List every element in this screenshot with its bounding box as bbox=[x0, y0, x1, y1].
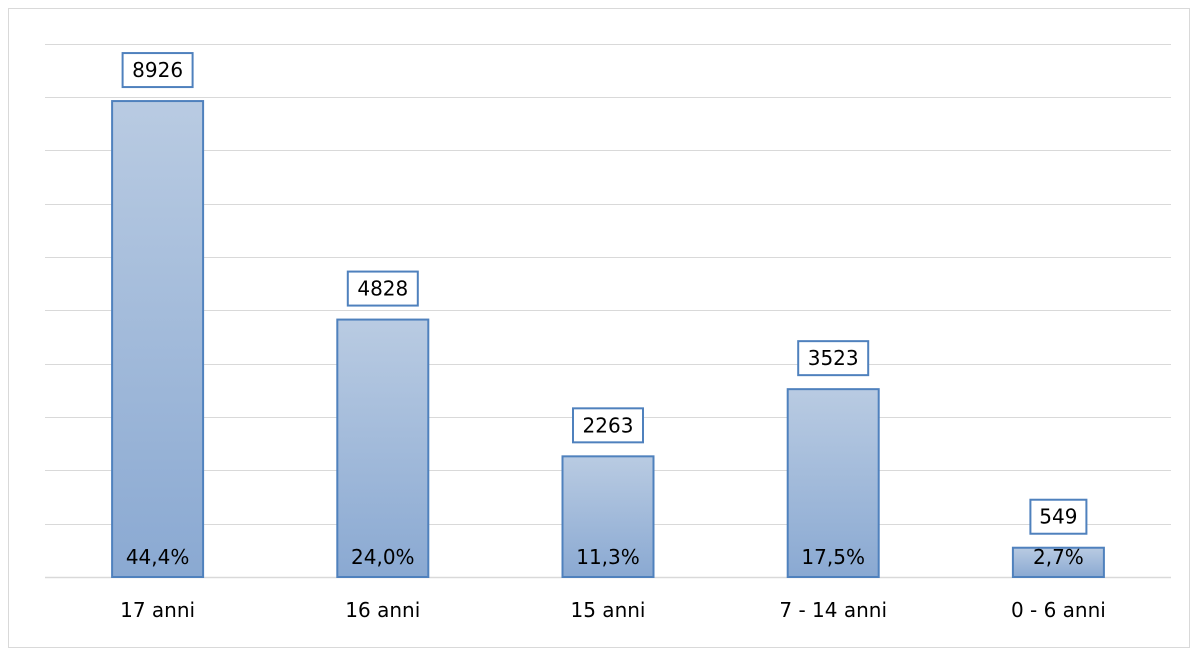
bar bbox=[336, 318, 430, 578]
value-label: 8926 bbox=[132, 58, 183, 82]
value-label: 4828 bbox=[357, 277, 408, 301]
percent-label: 17,5% bbox=[801, 545, 865, 569]
chart-frame: 8926 44,4% 4828 24,0% 2263 11,3% 3523 17,5% 549 2… bbox=[8, 8, 1190, 648]
category-labels: 17 anni 16 anni 15 anni 7 - 14 anni 0 - 6 an… bbox=[120, 598, 1106, 622]
value-label: 549 bbox=[1039, 505, 1077, 529]
value-label-box bbox=[121, 52, 194, 89]
bars bbox=[111, 100, 1105, 579]
bar bbox=[786, 388, 880, 578]
gridlines bbox=[45, 44, 1171, 579]
category-label: 17 anni bbox=[120, 598, 195, 622]
bar bbox=[1011, 546, 1105, 578]
category-label: 0 - 6 anni bbox=[1011, 598, 1106, 622]
percent-label: 11,3% bbox=[576, 545, 640, 569]
category-label: 16 anni bbox=[345, 598, 420, 622]
value-label-box bbox=[572, 407, 644, 444]
category-label: 15 anni bbox=[571, 598, 646, 622]
data-labels: 8926 44,4% 4828 24,0% 2263 11,3% 3523 17,5% 549 2… bbox=[121, 52, 1088, 569]
percent-label: 2,7% bbox=[1033, 545, 1084, 569]
value-label: 3523 bbox=[808, 346, 859, 370]
value-label-box bbox=[1029, 498, 1088, 535]
bar bbox=[561, 455, 655, 579]
percent-label: 24,0% bbox=[351, 545, 415, 569]
value-label-box bbox=[797, 340, 870, 377]
bar-chart: 8926 44,4% 4828 24,0% 2263 11,3% 3523 17,5% 549 2… bbox=[45, 44, 1171, 622]
value-label: 2263 bbox=[583, 413, 634, 437]
bar bbox=[111, 100, 205, 579]
category-label: 7 - 14 anni bbox=[779, 598, 887, 622]
percent-label: 44,4% bbox=[126, 545, 190, 569]
value-label-box bbox=[346, 270, 419, 307]
